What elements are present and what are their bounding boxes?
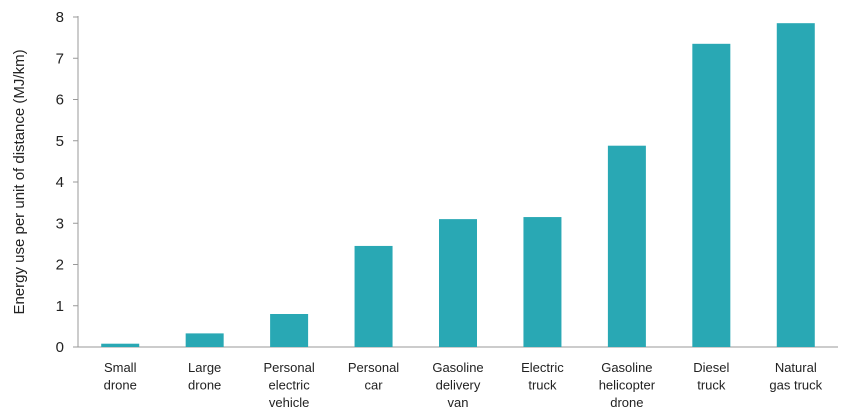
x-category-label-line: truck xyxy=(528,378,557,393)
x-category-label: Natural gas truck xyxy=(769,360,822,393)
x-category-label: Personal car xyxy=(348,360,399,393)
y-axis-ticks: 0 1 2 3 4 5 6 7 8 xyxy=(56,9,78,356)
x-category-label-line: Gasoline xyxy=(432,360,483,375)
x-category-label-line: car xyxy=(365,378,384,393)
y-tick-label: 6 xyxy=(56,92,64,109)
x-category-label: Diesel truck xyxy=(693,360,729,393)
x-category-label-line: Large xyxy=(188,360,221,375)
x-category-label-line: drone xyxy=(104,378,137,393)
x-category-label-line: vehicle xyxy=(269,395,309,410)
x-category-label-line: Diesel xyxy=(693,360,729,375)
x-category-label: Small drone xyxy=(104,360,137,393)
x-category-label-line: Small xyxy=(104,360,137,375)
x-category-label-line: Personal xyxy=(348,360,399,375)
bars-group xyxy=(101,23,815,347)
bar xyxy=(523,217,562,347)
x-category-label-line: Natural xyxy=(775,360,817,375)
y-tick-label: 4 xyxy=(56,174,64,191)
x-category-label-line: truck xyxy=(697,378,726,393)
y-tick-label: 7 xyxy=(56,50,64,67)
x-category-label: Personal electric vehicle xyxy=(263,360,314,410)
bar xyxy=(185,333,224,347)
x-axis-labels: Small drone Large drone Personal electric vehi… xyxy=(104,360,823,410)
x-category-label-line: drone xyxy=(610,395,643,410)
x-category-label-line: Personal xyxy=(263,360,314,375)
bar xyxy=(692,43,731,347)
y-tick-label: 8 xyxy=(56,9,64,26)
x-category-label: Electric truck xyxy=(521,360,564,393)
y-tick-label: 2 xyxy=(56,257,64,274)
x-category-label-line: delivery xyxy=(436,378,481,393)
y-tick-label: 3 xyxy=(56,215,64,232)
x-category-label-line: van xyxy=(448,395,469,410)
x-category-label: Gasoline delivery van xyxy=(432,360,483,410)
x-category-label-line: gas truck xyxy=(769,378,822,393)
bar xyxy=(101,343,140,347)
x-category-label-line: Electric xyxy=(521,360,564,375)
y-tick-label: 0 xyxy=(56,339,64,356)
bar xyxy=(776,23,815,347)
x-category-label: Gasoline helicopter drone xyxy=(599,360,656,410)
bar xyxy=(270,314,309,347)
x-category-label-line: drone xyxy=(188,378,221,393)
bar xyxy=(354,245,393,347)
bar xyxy=(439,219,477,347)
y-axis-title: Energy use per unit of distance (MJ/km) xyxy=(11,49,28,314)
y-tick-label: 1 xyxy=(56,298,64,315)
x-category-label-line: Gasoline xyxy=(601,360,652,375)
x-category-label-line: electric xyxy=(269,378,311,393)
x-category-label-line: helicopter xyxy=(599,378,656,393)
x-category-label: Large drone xyxy=(188,360,221,393)
bar xyxy=(607,145,646,347)
y-tick-label: 5 xyxy=(56,133,64,150)
